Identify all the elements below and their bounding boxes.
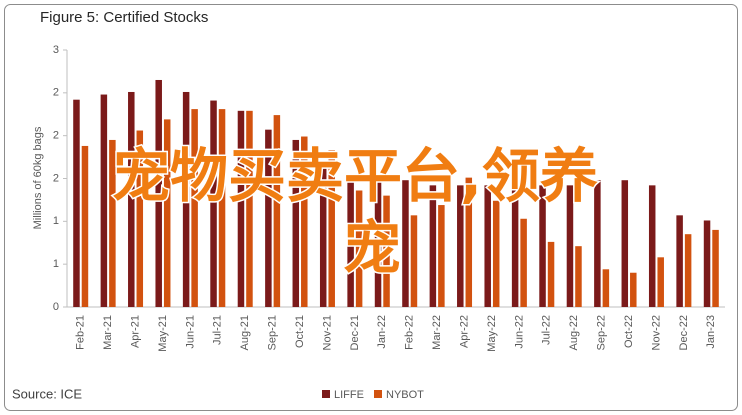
bar [684, 234, 692, 307]
bar [301, 136, 308, 307]
y-tick-label: 0 [53, 301, 59, 313]
x-tick-label: Feb-22 [404, 315, 416, 350]
x-tick-label: May-22 [486, 315, 498, 352]
bar [191, 109, 198, 307]
x-tick-label: Mar-21 [102, 315, 114, 350]
bar [292, 139, 300, 307]
x-tick-label: Oct-22 [623, 315, 635, 348]
bar [712, 229, 719, 307]
legend-label: NYBOT [386, 389, 424, 401]
bar [374, 180, 382, 307]
bar [602, 269, 610, 307]
bar [539, 185, 546, 307]
bar [703, 220, 711, 307]
bar [163, 119, 171, 307]
bar [575, 246, 582, 307]
x-tick-label: Jul-21 [212, 315, 224, 345]
y-axis-label: Millions of 60kg bags [32, 126, 44, 229]
x-tick-label: Jul-22 [541, 315, 553, 345]
x-tick-label: Aug-21 [239, 315, 251, 350]
bar [566, 185, 574, 307]
bar [465, 177, 473, 307]
x-tick-label: Nov-22 [650, 315, 662, 350]
overlay-text: 宠物买卖平台,领养 [112, 142, 598, 210]
bar [109, 139, 116, 307]
x-tick-label: Apr-22 [458, 315, 470, 348]
bar [492, 200, 500, 307]
y-tick-label: 1 [53, 258, 59, 270]
bar [520, 218, 527, 307]
y-tick-label: 2 [53, 87, 59, 99]
bar [73, 99, 80, 307]
y-tick-label: 1 [53, 215, 59, 227]
x-tick-label: Sep-22 [596, 315, 608, 350]
bar [484, 185, 491, 307]
bar [511, 178, 519, 307]
x-tick-label: Jun-21 [184, 315, 196, 349]
x-tick-label: Mar-22 [431, 315, 443, 350]
chart-title: Figure 5: Certified Stocks [40, 9, 208, 26]
x-tick-label: Aug-22 [568, 315, 580, 350]
y-tick-label: 2 [53, 130, 59, 142]
source: Source: ICE [12, 386, 82, 401]
x-tick-label: Feb-21 [75, 315, 87, 350]
overlay-text: 宠 [343, 214, 401, 282]
bar [648, 185, 656, 307]
bar [630, 272, 637, 307]
bar [438, 205, 445, 307]
x-tick-label: Oct-21 [294, 315, 306, 348]
bar [81, 145, 89, 307]
y-tick-label: 3 [53, 44, 59, 56]
x-tick-label: Jan-22 [376, 315, 388, 349]
bar [355, 190, 363, 307]
bar [410, 215, 418, 307]
legend-label: LIFFE [334, 389, 364, 401]
x-tick-label: Jan-23 [705, 315, 717, 349]
legend-swatch [374, 390, 382, 398]
bar [128, 91, 135, 307]
bar [621, 180, 629, 307]
x-tick-label: Jun-22 [513, 315, 525, 349]
bar [402, 180, 409, 307]
x-tick-label: Dec-22 [678, 315, 690, 350]
x-tick-label: May-21 [157, 315, 169, 352]
bar [273, 115, 281, 308]
bar [218, 109, 226, 307]
bar [429, 185, 437, 307]
x-tick-label: Apr-21 [129, 315, 141, 348]
bar [182, 91, 190, 307]
bar [100, 94, 108, 308]
bar [265, 129, 272, 307]
x-tick-label: Dec-21 [349, 315, 361, 350]
bar [246, 110, 253, 307]
bar [237, 110, 245, 307]
bar [676, 215, 683, 307]
bar [383, 195, 390, 307]
bar [594, 180, 601, 307]
y-tick-label: 2 [53, 172, 59, 184]
x-tick-label: Nov-21 [321, 315, 333, 350]
x-tick-label: Sep-21 [267, 315, 279, 350]
bar [155, 79, 162, 307]
bar [347, 175, 354, 307]
bar [328, 150, 335, 307]
bar [136, 130, 144, 307]
bar [657, 257, 664, 307]
bar [210, 100, 217, 307]
legend-swatch [322, 390, 330, 398]
bar [547, 241, 555, 307]
bar [457, 185, 464, 307]
bar [319, 165, 327, 307]
